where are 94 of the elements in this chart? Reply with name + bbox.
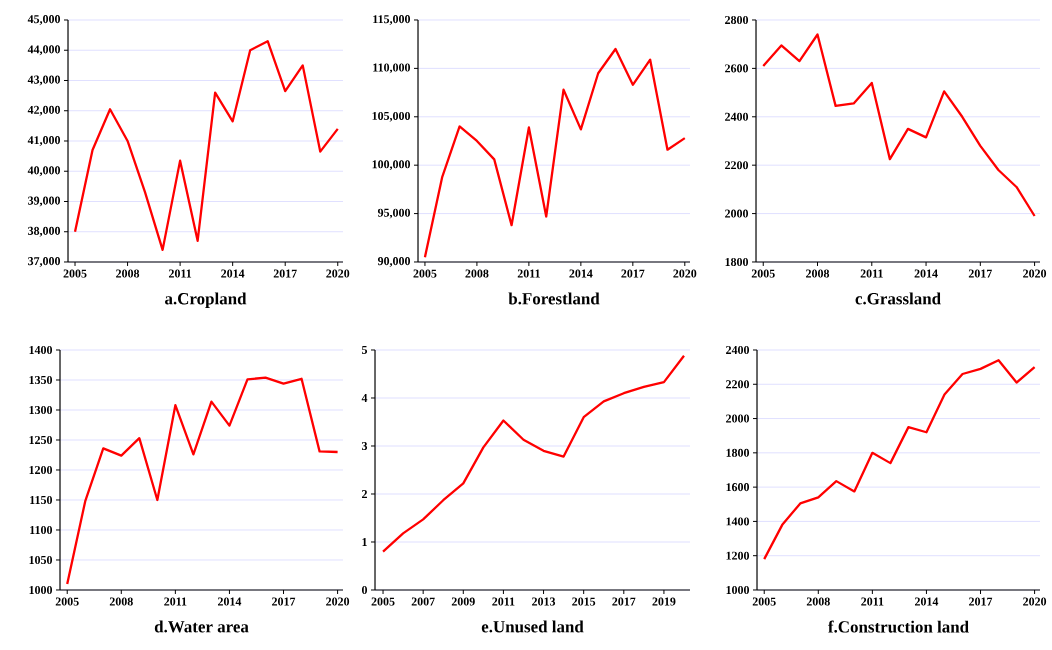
x-tick-label: 2005 — [63, 269, 87, 278]
line-series — [73, 40, 339, 252]
y-tick-label: 37,000 — [28, 257, 61, 267]
x-tick-label: 2008 — [109, 597, 133, 606]
y-tick-label: 1800 — [726, 448, 750, 457]
x-tick-label: 2015 — [572, 597, 596, 606]
x-tick-label: 2005 — [371, 597, 395, 606]
y-tick-label: 115,000 — [373, 15, 411, 25]
text: c.Grassland — [855, 292, 941, 305]
x-tick-label: 2017 — [621, 269, 645, 278]
x-tick-label: 2011 — [861, 597, 884, 606]
x-tick-label: 2017 — [273, 269, 297, 278]
x-tick-label: 2005 — [55, 597, 79, 606]
y-tick-label: 1250 — [29, 435, 53, 445]
x-tick-label: 2011 — [492, 597, 515, 606]
y-tick-label: 2800 — [725, 15, 749, 25]
y-tick-label: 1 — [362, 538, 367, 546]
y-tick-label: 90,000 — [377, 257, 411, 267]
y-tick-label: 1000 — [726, 585, 750, 595]
x-tick-label: 2014 — [914, 269, 938, 278]
y-tick-label: 2600 — [725, 64, 749, 73]
x-tick-label: 2013 — [532, 597, 556, 606]
x-tick-label: 2017 — [612, 597, 636, 606]
y-tick-label: 1050 — [29, 555, 53, 565]
y-tick-label: 1000 — [29, 585, 53, 595]
x-tick-label: 2008 — [806, 597, 830, 606]
y-tick-label: 2400 — [725, 112, 749, 121]
y-tick-label: 38,000 — [28, 226, 61, 237]
x-tick-label: 2014 — [217, 597, 242, 606]
y-tick-label: 100,000 — [372, 160, 411, 171]
x-tick-label: 2008 — [465, 269, 489, 278]
text: a.Cropland — [165, 292, 247, 308]
y-tick-label: 2000 — [725, 209, 749, 218]
line-series — [66, 376, 339, 586]
y-tick-label: 42,000 — [27, 105, 61, 116]
y-tick-label: 40,000 — [27, 166, 61, 177]
y-tick-label: 1300 — [29, 405, 53, 415]
x-tick-label: 2014 — [221, 269, 245, 278]
y-tick-label: 110,000 — [373, 63, 411, 74]
text: f.Construction land — [828, 620, 969, 633]
y-tick-label: 1400 — [726, 517, 750, 526]
x-tick-label: 2014 — [915, 597, 939, 606]
x-tick-label: 2009 — [451, 597, 475, 606]
y-tick-label: 1600 — [726, 483, 750, 492]
x-tick-label: 2020 — [673, 269, 697, 278]
y-tick-label: 1100 — [30, 525, 53, 535]
x-tick-label: 2007 — [411, 597, 435, 606]
y-tick-label: 1800 — [725, 257, 749, 267]
x-tick-label: 2020 — [1023, 269, 1047, 278]
text: b.Forestland — [508, 292, 600, 305]
x-tick-label: 2017 — [969, 597, 993, 606]
x-tick-label: 2008 — [806, 269, 830, 278]
x-tick-label: 2011 — [517, 269, 540, 278]
y-tick-label: 41,000 — [27, 136, 61, 146]
y-tick-label: 5 — [362, 346, 368, 354]
line-series — [381, 354, 686, 553]
y-tick-label: 2200 — [725, 161, 749, 170]
x-tick-label: 2019 — [652, 597, 676, 606]
x-tick-label: 2020 — [326, 269, 350, 278]
y-tick-label: 0 — [361, 585, 368, 595]
x-tick-label: 2014 — [569, 269, 593, 278]
x-tick-label: 2005 — [752, 597, 776, 606]
x-tick-label: 2005 — [413, 269, 437, 278]
y-tick-label: 1350 — [29, 375, 53, 385]
y-tick-label: 2200 — [726, 380, 750, 389]
x-tick-label: 2011 — [168, 269, 192, 278]
line-series — [763, 359, 1036, 561]
y-tick-label: 95,000 — [377, 208, 411, 219]
y-tick-label: 105,000 — [372, 111, 411, 122]
y-tick-label: 43,000 — [27, 75, 61, 86]
x-tick-label: 2011 — [164, 597, 187, 606]
x-tick-label: 2017 — [272, 597, 296, 606]
line-series — [423, 47, 686, 259]
x-tick-label: 2017 — [968, 269, 992, 278]
y-tick-label: 2400 — [726, 345, 750, 355]
y-tick-label: 44,000 — [27, 45, 61, 56]
y-tick-label: 4 — [361, 394, 368, 402]
x-tick-label: 2005 — [751, 269, 775, 278]
x-tick-label: 2011 — [860, 269, 883, 278]
y-tick-label: 1200 — [29, 465, 53, 475]
y-tick-label: 2 — [362, 490, 367, 498]
y-tick-label: 45,000 — [27, 15, 61, 25]
y-tick-label: 1150 — [30, 495, 53, 505]
y-tick-label: 1400 — [29, 345, 53, 355]
text: e.Unused land — [481, 620, 584, 633]
y-tick-label: 39,000 — [28, 196, 61, 207]
line-series — [762, 33, 1036, 218]
y-tick-label: 1200 — [726, 551, 750, 560]
x-tick-label: 2020 — [326, 597, 350, 606]
text: d.Water area — [154, 620, 249, 633]
x-tick-label: 2020 — [1023, 597, 1047, 606]
y-tick-label: 3 — [361, 441, 368, 450]
x-tick-label: 2008 — [116, 269, 140, 278]
y-tick-label: 2000 — [726, 414, 750, 423]
